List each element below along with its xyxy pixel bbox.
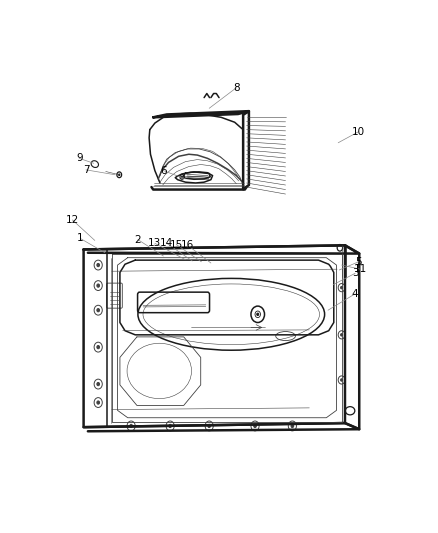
Circle shape (341, 286, 343, 289)
Text: 14: 14 (160, 238, 173, 248)
Text: 12: 12 (66, 215, 79, 225)
Circle shape (130, 424, 132, 427)
Circle shape (169, 424, 172, 427)
Text: 2: 2 (134, 235, 141, 245)
Text: 8: 8 (233, 83, 240, 93)
Circle shape (97, 401, 99, 404)
Circle shape (341, 379, 343, 381)
Text: 10: 10 (352, 127, 365, 136)
Circle shape (181, 176, 183, 177)
Circle shape (97, 284, 99, 287)
Circle shape (257, 313, 259, 316)
Text: 7: 7 (83, 165, 89, 175)
Text: 11: 11 (353, 264, 367, 274)
Circle shape (291, 424, 294, 427)
Text: 15: 15 (170, 239, 183, 249)
Circle shape (97, 345, 99, 349)
Circle shape (97, 383, 99, 386)
Circle shape (97, 263, 99, 266)
Circle shape (208, 424, 211, 427)
Text: 6: 6 (160, 166, 167, 176)
Text: 5: 5 (355, 257, 362, 267)
Text: 1: 1 (77, 233, 84, 244)
Circle shape (341, 334, 343, 336)
Text: 4: 4 (352, 289, 358, 299)
Circle shape (97, 309, 99, 312)
Circle shape (254, 424, 256, 427)
Text: 16: 16 (181, 240, 194, 251)
Text: 9: 9 (76, 154, 82, 163)
Circle shape (119, 174, 120, 175)
Text: 13: 13 (148, 238, 162, 248)
Text: 3: 3 (352, 268, 358, 278)
